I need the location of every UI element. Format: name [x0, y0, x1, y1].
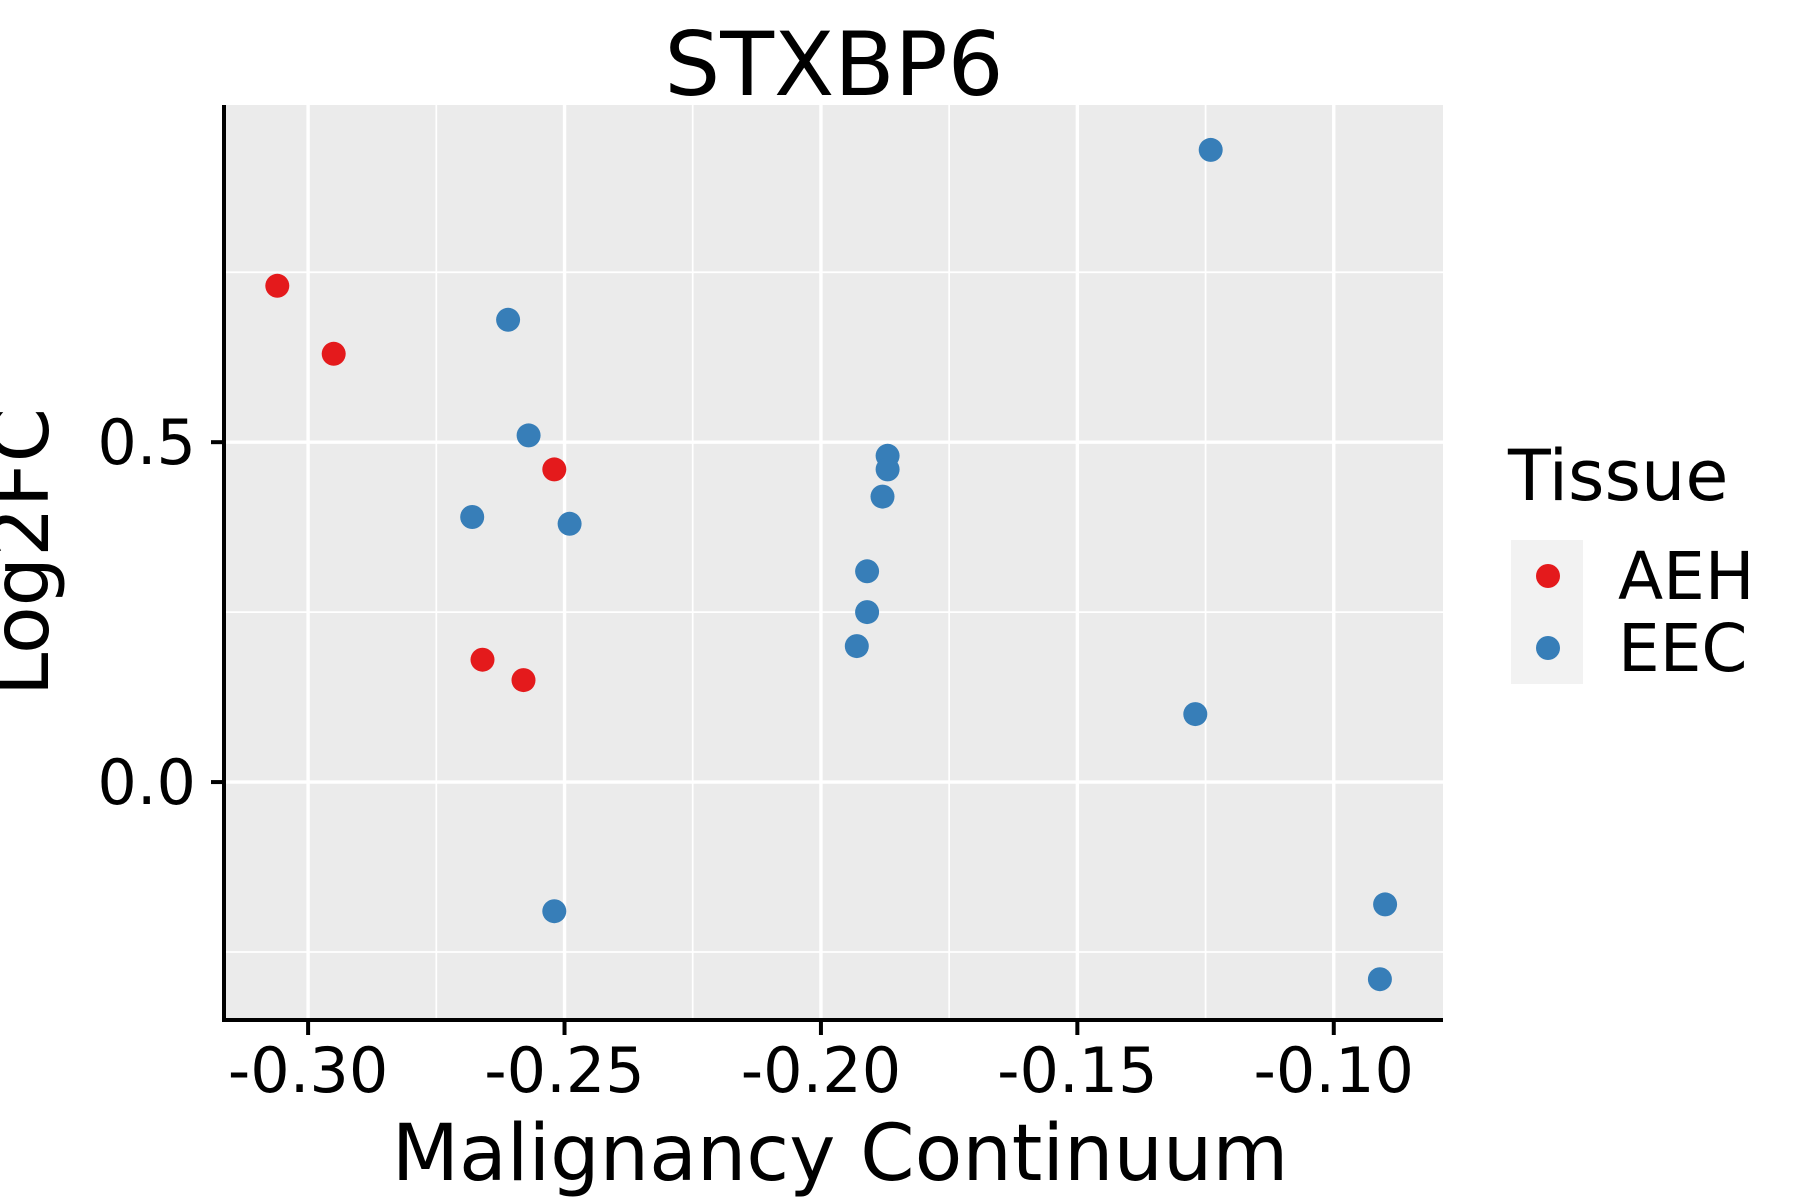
data-point-eec — [1373, 892, 1398, 917]
tick-labels: -0.30 -0.25 -0.20 -0.15 -0.10 0.0 0.5 — [97, 406, 1414, 1107]
x-tick-label: -0.15 — [997, 1034, 1157, 1107]
y-tick-label: 0.5 — [97, 406, 196, 479]
tick-marks — [211, 440, 1336, 1035]
data-point-eec — [516, 423, 541, 448]
data-point-eec — [1198, 137, 1223, 162]
legend-dot-aeh — [1536, 564, 1560, 588]
x-tick-label: -0.10 — [1254, 1034, 1414, 1107]
data-point-aeh — [542, 457, 567, 482]
x-tick-label: -0.20 — [741, 1034, 901, 1107]
x-tick-label: -0.30 — [228, 1034, 388, 1107]
data-point-aeh — [265, 273, 290, 298]
data-point-eec — [1367, 967, 1392, 992]
data-point-eec — [855, 600, 880, 625]
data-point-eec — [542, 899, 567, 924]
legend-title: Tissue — [1507, 435, 1728, 517]
panel-background — [224, 105, 1443, 1020]
major-gridlines — [224, 105, 1443, 1020]
data-point-aeh — [511, 668, 536, 693]
data-point-eec — [844, 634, 869, 659]
data-point-eec — [496, 307, 521, 332]
data-points — [265, 137, 1398, 992]
data-point-aeh — [470, 647, 495, 672]
legend-label-eec: EEC — [1618, 610, 1748, 687]
legend-label-aeh: AEH — [1618, 538, 1754, 615]
x-tick-label: -0.25 — [484, 1034, 644, 1107]
data-point-aeh — [321, 341, 346, 366]
data-point-eec — [855, 559, 880, 584]
data-point-eec — [557, 511, 582, 536]
y-tick-label: 0.0 — [97, 746, 196, 819]
data-point-eec — [875, 457, 900, 482]
minor-gridlines — [224, 105, 1443, 1020]
data-point-eec — [460, 505, 485, 529]
x-axis-title: Malignancy Continuum — [392, 1109, 1289, 1199]
axis-lines — [222, 105, 1443, 1022]
y-axis-title: Log2FC — [0, 408, 67, 696]
data-point-eec — [870, 484, 895, 509]
data-point-eec — [1183, 702, 1208, 727]
plot-title: STXBP6 — [664, 13, 1003, 116]
legend-dot-eec — [1536, 636, 1560, 660]
